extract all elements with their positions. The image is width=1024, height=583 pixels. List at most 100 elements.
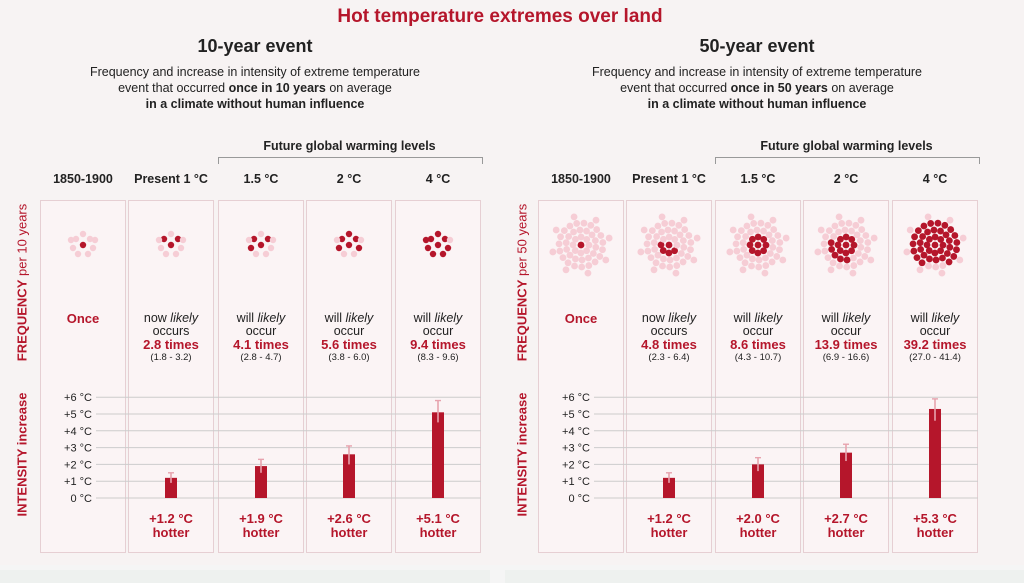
column-box [306,200,392,553]
column-box [538,200,624,553]
desc-line: in a climate without human influence [647,97,867,111]
bottom-strip-right [505,570,1024,583]
hotter-value: +5.1 °C [416,511,460,526]
hotter-word: hotter [330,525,368,540]
freq-likely-line: will likely [324,311,374,325]
freq-range: (27.0 - 41.4) [909,352,961,363]
once-label: Once [66,311,100,326]
frequency-text: now likely occurs 2.8 times (1.8 - 3.2) [128,312,214,364]
frequency-text: Once [40,312,126,325]
freq-times: 5.6 times [321,337,377,352]
freq-times: 39.2 times [903,337,967,352]
freq-verb: occurs [152,324,190,338]
column-header: 2 °C [833,172,859,186]
freq-verb: occur [333,324,365,338]
frequency-axis-label: FREQUENCY per 50 years [514,203,530,362]
frequency-text: Once [538,312,624,325]
hotter-value: +1.2 °C [149,511,193,526]
hotter-label: +5.3 °C hotter [892,512,978,540]
once-label: Once [564,311,598,326]
bottom-strip-left [0,570,490,583]
freq-likely-line: will likely [733,311,783,325]
column-box [395,200,481,553]
event-description: Frequency and increase in intensity of e… [537,64,977,112]
column-box [803,200,889,553]
freq-range: (2.8 - 4.7) [240,352,282,363]
hotter-word: hotter [242,525,280,540]
future-levels-label: Future global warming levels [263,139,436,153]
column-header: 1850-1900 [53,172,113,186]
column-header: Present 1 °C [632,172,706,186]
freq-verb: occur [742,324,774,338]
frequency-text: now likely occurs 4.8 times (2.3 - 6.4) [626,312,712,364]
frequency-text: will likely occur 8.6 times (4.3 - 10.7) [715,312,801,364]
hotter-value: +1.9 °C [239,511,283,526]
freq-likely-line: will likely [236,311,286,325]
event-title: 10-year event [197,36,313,56]
freq-likely-line: will likely [413,311,463,325]
hotter-word: hotter [916,525,954,540]
column-box [892,200,978,553]
hotter-value: +2.0 °C [736,511,780,526]
column-header: 1.5 °C [243,172,279,186]
hotter-value: +5.3 °C [913,511,957,526]
freq-likely-line: now likely [143,311,199,325]
frequency-text: will likely occur 39.2 times (27.0 - 41.4) [892,312,978,364]
frequency-text: will likely occur 13.9 times (6.9 - 16.6) [803,312,889,364]
main-title: Hot temperature extremes over land [337,6,663,27]
freq-times: 4.1 times [233,337,289,352]
future-bracket [218,157,483,164]
freq-range: (8.3 - 9.6) [417,352,459,363]
freq-likely-line: now likely [641,311,697,325]
hotter-label: +1.2 °C hotter [128,512,214,540]
hotter-value: +2.7 °C [824,511,868,526]
hotter-word: hotter [827,525,865,540]
desc-line: Frequency and increase in intensity of e… [89,65,421,79]
freq-times: 4.8 times [641,337,697,352]
freq-verb: occur [830,324,862,338]
freq-range: (1.8 - 3.2) [150,352,192,363]
column-header: 1850-1900 [551,172,611,186]
column-header: 4 °C [425,172,451,186]
frequency-text: will likely occur 9.4 times (8.3 - 9.6) [395,312,481,364]
freq-times: 2.8 times [143,337,199,352]
frequency-axis-label: FREQUENCY per 10 years [14,203,30,362]
freq-likely-line: will likely [821,311,871,325]
hotter-label: +1.2 °C hotter [626,512,712,540]
frequency-text: will likely occur 4.1 times (2.8 - 4.7) [218,312,304,364]
column-header: 4 °C [922,172,948,186]
freq-range: (4.3 - 10.7) [734,352,782,363]
desc-line: in a climate without human influence [145,97,365,111]
column-box [626,200,712,553]
hotter-value: +2.6 °C [327,511,371,526]
freq-verb: occur [245,324,277,338]
hotter-label: +5.1 °C hotter [395,512,481,540]
hotter-value: +1.2 °C [647,511,691,526]
column-header: 2 °C [336,172,362,186]
column-box [715,200,801,553]
hotter-label: +2.6 °C hotter [306,512,392,540]
hotter-label: +1.9 °C hotter [218,512,304,540]
freq-range: (6.9 - 16.6) [822,352,870,363]
hotter-word: hotter [739,525,777,540]
future-bracket [715,157,980,164]
column-header: 1.5 °C [740,172,776,186]
freq-verb: occur [422,324,454,338]
freq-verb: occurs [650,324,688,338]
desc-line: event that occurred once in 50 years on … [620,81,894,95]
intensity-axis-label: INTENSITY increase [14,392,30,517]
column-header: Present 1 °C [134,172,208,186]
desc-line: event that occurred once in 10 years on … [118,81,392,95]
future-levels-label: Future global warming levels [760,139,933,153]
hotter-word: hotter [152,525,190,540]
freq-range: (3.8 - 6.0) [328,352,370,363]
hotter-label: +2.7 °C hotter [803,512,889,540]
freq-times: 13.9 times [814,337,878,352]
frequency-text: will likely occur 5.6 times (3.8 - 6.0) [306,312,392,364]
hotter-label: +2.0 °C hotter [715,512,801,540]
hotter-word: hotter [419,525,457,540]
freq-times: 8.6 times [730,337,786,352]
desc-line: Frequency and increase in intensity of e… [591,65,923,79]
intensity-axis-label: INTENSITY increase [514,392,530,517]
